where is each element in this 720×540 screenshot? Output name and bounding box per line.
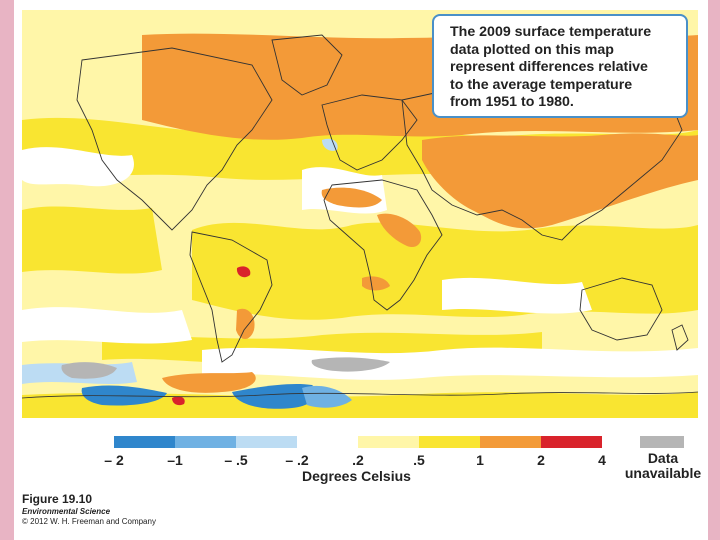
legend-swatch [480,436,541,448]
figure-book-title: Environmental Science [22,507,111,516]
callout-line: The 2009 surface temperature [450,24,652,40]
callout-line: data plotted on this map [450,41,614,58]
anomaly-zone-white-south [202,347,698,380]
anomaly-zone-blue-southern-east [232,383,317,409]
figure-number: Figure 19.10 [22,492,93,506]
data-unavailable-label: Data unavailable [620,451,706,481]
north-america-outline [76,47,273,231]
color-scale-legend [114,436,602,448]
data-unavailable-line-1: Data [647,450,679,466]
australia-outline [579,277,663,341]
data-unavailable-zone-1 [61,362,117,379]
anomaly-zone-white-indian [442,277,592,314]
legend-tick-label: 4 [598,452,606,468]
anomaly-zone-orange-asia [422,133,698,229]
anomaly-zone-orange-south-atlantic [162,372,256,393]
continent-outlines [76,34,689,363]
europe-outline [321,94,418,171]
legend-tick-label: .2 [352,452,364,468]
legend-tick-label: .5 [413,452,425,468]
legend-swatch [175,436,236,448]
anomaly-zone-white-pacific [22,147,134,187]
legend-swatch [541,436,602,448]
legend-tick-label: –1 [167,452,183,468]
anomaly-zone-lightblue-canada [322,138,338,151]
anomaly-zone-orange-central-pacific [236,308,255,339]
anomaly-zone-midblue-southern [302,385,352,408]
legend-swatch [114,436,175,448]
antarctic-coastline [22,391,698,399]
greenland-outline [271,34,343,96]
data-unavailable-swatch [640,436,684,448]
data-unavailable-zone-2 [311,357,390,372]
anomaly-zone-yellow-antarctic [22,392,698,418]
legend-tick-label: – .5 [224,452,248,468]
anomaly-zone-orange-southern-africa [362,276,390,291]
figure-copyright: © 2012 W. H. Freeman and Company [22,517,156,526]
anomaly-zone-blue-southern-west [81,385,167,406]
legend-swatch [297,436,358,448]
callout-line: from 1951 to 1980. [450,94,574,110]
legend-title: Degrees Celsius [302,468,411,484]
callout-line: represent differences relative [450,59,648,75]
anomaly-zone-red-1 [236,266,251,278]
south-america-outline [189,231,273,363]
legend-swatch [419,436,480,448]
data-unavailable-line-2: unavailable [624,465,702,481]
map-caption-callout: The 2009 surface temperature data plotte… [432,14,688,118]
new-zealand-outline [671,324,689,351]
legend-tick-label: 2 [537,452,545,468]
callout-line: to the average temperature [450,76,633,93]
anomaly-zone-white-south-pacific [22,307,192,344]
africa-outline [323,179,443,311]
legend-swatch [358,436,419,448]
anomaly-zone-orange-east-africa [377,213,422,248]
anomaly-zone-yellow-west [22,206,162,274]
legend-tick-label: 1 [476,452,484,468]
anomaly-zone-red-2 [172,396,185,406]
legend-tick-label: – 2 [104,452,124,468]
legend-tick-label: – .2 [285,452,309,468]
anomaly-zone-orange-sahara [321,187,382,208]
legend-swatch [236,436,297,448]
